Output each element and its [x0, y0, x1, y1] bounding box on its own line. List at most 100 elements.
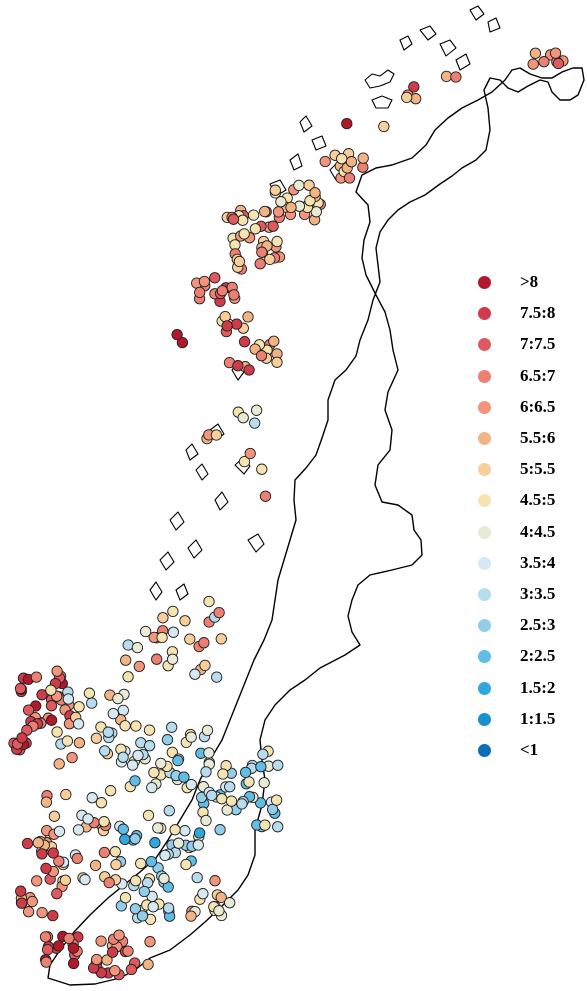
legend-item: 7:7.5 [478, 332, 583, 356]
station-marker [217, 768, 229, 780]
legend-swatch [478, 650, 491, 664]
station-marker [213, 606, 225, 619]
station-marker [272, 759, 284, 771]
station-marker [200, 814, 212, 827]
station-marker [232, 360, 244, 372]
station-marker [122, 671, 134, 683]
station-marker [83, 687, 96, 699]
station-marker [310, 206, 322, 218]
station-marker [99, 745, 111, 757]
station-marker [206, 789, 218, 802]
station-markers [8, 47, 569, 981]
legend-item: 5.5:6 [478, 426, 583, 450]
station-marker [152, 822, 164, 834]
station-marker [89, 859, 102, 872]
station-marker [228, 289, 240, 301]
station-marker [529, 47, 542, 59]
station-marker [238, 228, 250, 240]
station-marker [243, 776, 255, 788]
station-marker [51, 888, 63, 900]
station-marker [238, 455, 251, 468]
legend-item: 6.5:7 [478, 364, 583, 388]
station-marker [304, 195, 316, 207]
station-marker [319, 155, 331, 168]
station-marker [239, 766, 252, 779]
station-marker [22, 906, 35, 918]
station-marker [179, 615, 191, 627]
station-marker [72, 824, 85, 836]
station-marker [155, 757, 167, 770]
station-marker [224, 781, 236, 793]
station-marker [131, 641, 144, 654]
station-marker [22, 704, 35, 716]
island-outline [487, 17, 501, 33]
legend-label: 4:4.5 [520, 521, 556, 541]
station-marker [103, 876, 115, 889]
station-marker [109, 846, 121, 858]
island-outline [289, 153, 303, 171]
station-marker [104, 785, 117, 797]
station-marker [53, 940, 65, 952]
station-marker [47, 847, 59, 859]
station-marker [142, 958, 154, 971]
station-marker [130, 720, 142, 732]
legend-item: >8 [478, 270, 583, 294]
legend-label: 3.5:4 [520, 552, 556, 572]
legend-swatch [478, 307, 491, 321]
station-marker [254, 258, 266, 270]
station-marker [95, 935, 107, 947]
station-marker [201, 724, 214, 737]
island-outline [469, 5, 485, 21]
station-marker [243, 364, 255, 376]
island-outline [169, 511, 185, 531]
station-marker [184, 633, 196, 645]
station-marker [189, 668, 201, 680]
island-outline [455, 53, 471, 71]
legend-item: 7.5:8 [478, 301, 583, 325]
station-marker [36, 906, 48, 919]
station-marker [144, 936, 156, 948]
station-marker [185, 778, 197, 791]
station-marker [272, 206, 285, 218]
station-marker [53, 855, 65, 867]
station-marker [146, 781, 158, 794]
legend-label: 2:2.5 [520, 646, 556, 666]
station-marker [185, 910, 197, 922]
station-marker [166, 721, 178, 733]
station-marker [135, 857, 147, 870]
station-marker [249, 417, 261, 429]
island-outline [185, 443, 199, 461]
legend-item: 6:6.5 [478, 395, 583, 419]
station-marker [117, 751, 129, 763]
station-marker [440, 70, 453, 83]
station-marker [112, 692, 124, 705]
station-marker [14, 682, 27, 695]
station-marker [238, 336, 251, 348]
station-marker [341, 117, 353, 130]
station-marker [91, 953, 103, 966]
station-marker [119, 720, 131, 732]
station-marker [171, 328, 183, 341]
island-outline [311, 135, 327, 151]
legend-label: <1 [520, 740, 539, 759]
legend-item: <1 [478, 738, 583, 762]
island-outline [187, 539, 203, 559]
station-marker [45, 684, 57, 696]
station-marker [159, 849, 171, 862]
legend-label: 1:1.5 [520, 708, 556, 728]
station-marker [167, 626, 180, 638]
station-marker [256, 463, 268, 475]
norway-country-outline [47, 67, 585, 986]
station-marker [266, 803, 279, 816]
station-marker [258, 777, 270, 789]
station-marker [98, 846, 111, 859]
island-outline [214, 491, 229, 511]
station-marker [309, 187, 321, 199]
station-marker [119, 833, 131, 846]
legend-swatch [478, 432, 491, 445]
station-marker [71, 852, 83, 865]
station-marker [215, 891, 227, 904]
station-marker [122, 639, 134, 651]
legend-label: 7.5:8 [520, 303, 556, 323]
station-marker [271, 356, 283, 368]
